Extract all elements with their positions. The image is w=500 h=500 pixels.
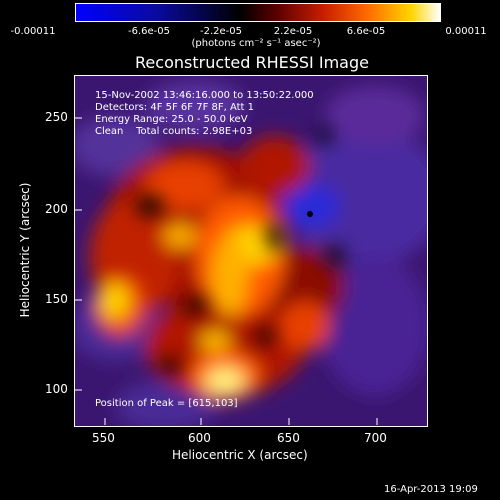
x-tick-label: 700 bbox=[364, 431, 387, 445]
rhessi-image: 15-Nov-2002 13:46:16.000 to 13:50:22.000… bbox=[74, 75, 428, 427]
time-range-text: 15-Nov-2002 13:46:16.000 to 13:50:22.000 bbox=[95, 90, 314, 101]
x-tick-label: 650 bbox=[277, 431, 300, 445]
colorbar-tick-label: 6.6e-05 bbox=[346, 26, 386, 37]
timestamp: 16-Apr-2013 19:09 bbox=[384, 484, 478, 495]
y-tick-label: 150 bbox=[45, 292, 68, 306]
rhessi-intensity-map bbox=[75, 76, 427, 426]
detectors-text: Detectors: 4F 5F 6F 7F 8F, Att 1 bbox=[95, 102, 255, 113]
colorbar-tick-label: 2.2e-05 bbox=[273, 26, 313, 37]
method-text: Clean bbox=[95, 126, 124, 137]
colorbar-units-label: (photons cm⁻² s⁻¹ asec⁻²) bbox=[191, 38, 321, 49]
y-tick-label: 100 bbox=[45, 382, 68, 396]
peak-marker bbox=[307, 211, 313, 217]
colorbar-tick-label: -6.6e-05 bbox=[128, 26, 170, 37]
total-counts-text: Total counts: 2.98E+03 bbox=[136, 126, 253, 137]
energy-range-text: Energy Range: 25.0 - 50.0 keV bbox=[95, 114, 248, 125]
y-tick-label: 250 bbox=[45, 110, 68, 124]
colorbar-tick-label: -2.2e-05 bbox=[200, 26, 242, 37]
colorbar bbox=[75, 3, 441, 22]
x-tick-label: 550 bbox=[92, 431, 115, 445]
y-tick-label: 200 bbox=[45, 202, 68, 216]
x-axis-label: Heliocentric X (arcsec) bbox=[172, 448, 308, 462]
image-title: Reconstructed RHESSI Image bbox=[135, 53, 369, 72]
colorbar-tick-label: 0.00011 bbox=[445, 26, 487, 37]
colorbar-tick-label: -0.00011 bbox=[10, 26, 56, 37]
peak-position-text: Position of Peak = [615,103] bbox=[95, 398, 238, 409]
x-tick-label: 600 bbox=[188, 431, 211, 445]
y-axis-label: Heliocentric Y (arcsec) bbox=[18, 182, 32, 318]
